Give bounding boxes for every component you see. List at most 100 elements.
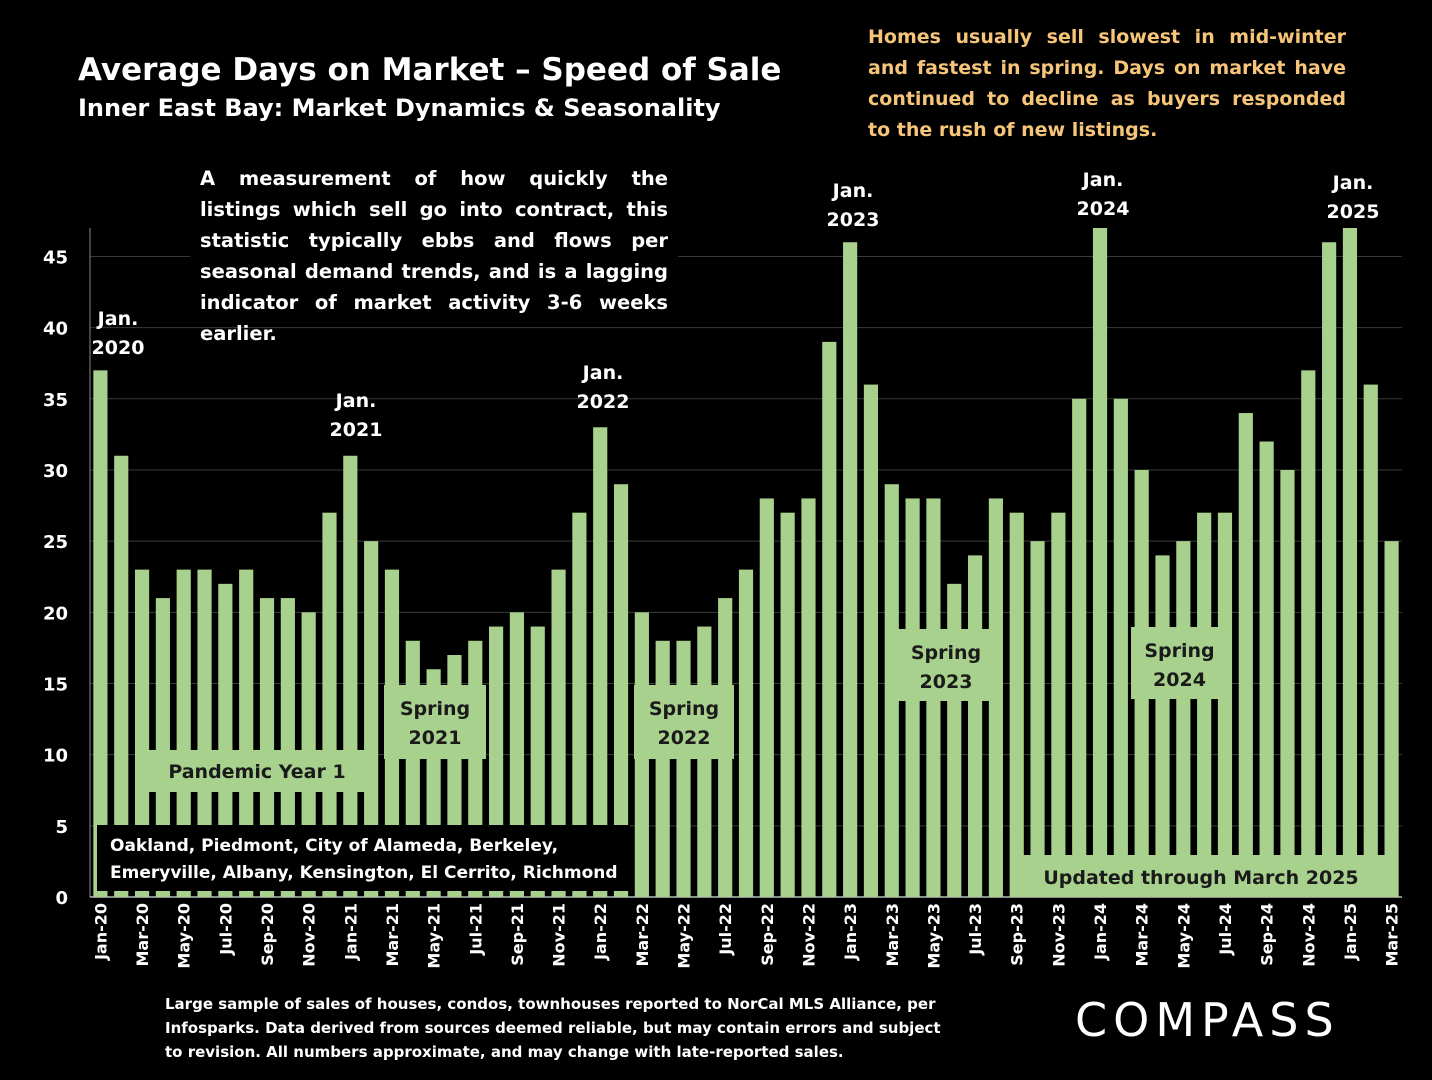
x-tick-label: Sep-21 — [508, 903, 527, 966]
bar — [822, 341, 837, 898]
bar — [988, 498, 1003, 897]
bar — [114, 455, 129, 897]
year-annotation: 2023 — [827, 209, 880, 231]
source-note: Large sample of sales of houses, condos,… — [165, 995, 941, 1061]
region-note-line: Emeryville, Albany, Kensington, El Cerri… — [110, 863, 618, 883]
bar — [551, 569, 566, 897]
y-tick-label: 10 — [43, 746, 68, 767]
period-label-box — [1131, 627, 1228, 699]
bar — [280, 598, 295, 897]
period-label: 2021 — [409, 727, 462, 749]
bar — [738, 569, 754, 897]
bar — [1176, 541, 1191, 897]
bar — [1009, 512, 1024, 897]
year-annotation: 2024 — [1077, 198, 1130, 220]
x-tick-label: Jan-23 — [841, 903, 860, 961]
bar — [176, 569, 191, 897]
x-tick-label: Sep-24 — [1258, 903, 1277, 966]
chart-title: Average Days on Market – Speed of Sale — [78, 52, 782, 88]
year-annotation: 2025 — [1327, 201, 1380, 223]
x-tick-label: Jan-21 — [341, 903, 360, 961]
bar — [322, 512, 337, 897]
x-tick-label: May-22 — [675, 903, 694, 969]
bar — [259, 598, 275, 897]
bar — [1280, 469, 1295, 897]
region-note-line: Oakland, Piedmont, City of Alameda, Berk… — [110, 836, 558, 856]
x-tick-label: Jul-23 — [966, 903, 985, 956]
y-tick-label: 30 — [43, 461, 68, 482]
x-tick-label: May-24 — [1174, 903, 1193, 969]
x-tick-label: Nov-22 — [799, 903, 818, 967]
y-tick-label: 45 — [43, 247, 68, 268]
bar — [676, 640, 691, 897]
bar — [218, 583, 233, 897]
bar — [134, 569, 150, 897]
x-tick-label: Sep-22 — [758, 903, 777, 966]
bar — [863, 384, 879, 897]
bar — [1363, 384, 1378, 897]
bar — [1259, 441, 1274, 897]
y-tick-label: 20 — [43, 603, 68, 624]
bar — [1113, 398, 1128, 897]
bar — [197, 569, 212, 897]
year-annotation: Jan. — [96, 308, 139, 330]
year-annotation: Jan. — [1331, 172, 1374, 194]
updated-label: Updated through March 2025 — [1043, 867, 1358, 889]
year-annotation: Jan. — [1081, 169, 1124, 191]
x-tick-label: Mar-20 — [133, 903, 152, 967]
x-tick-label: Sep-20 — [258, 903, 277, 966]
period-label-box — [384, 685, 486, 759]
bar — [1301, 370, 1316, 897]
x-tick-label: Nov-20 — [300, 903, 319, 967]
y-tick-label: 5 — [55, 817, 68, 838]
bar — [155, 598, 170, 897]
year-annotation: Jan. — [831, 180, 874, 202]
x-tick-label: Jan-24 — [1091, 903, 1110, 961]
year-annotation: Jan. — [581, 362, 624, 384]
x-tick-label: May-23 — [924, 903, 943, 969]
period-label: Spring — [1144, 640, 1214, 662]
bar — [364, 541, 379, 897]
bar — [1030, 541, 1045, 897]
period-label-box — [136, 750, 378, 792]
bar — [801, 498, 816, 897]
x-tick-label: Jul-22 — [716, 903, 735, 956]
chart-subtitle: Inner East Bay: Market Dynamics & Season… — [78, 94, 721, 122]
x-tick-label: Jan-22 — [591, 903, 610, 961]
x-tick-label: May-20 — [175, 903, 194, 969]
bar — [1155, 555, 1170, 897]
measurement-note: A measurement of how quickly the listing… — [200, 167, 668, 345]
bar — [1342, 228, 1358, 897]
year-annotation: 2021 — [330, 419, 383, 441]
x-tick-label: Mar-23 — [883, 903, 902, 967]
bar — [1322, 242, 1337, 898]
x-tick-label: Jan-20 — [91, 903, 110, 961]
bar — [613, 484, 629, 897]
bar — [1217, 512, 1233, 897]
bar — [759, 498, 774, 897]
bar — [884, 484, 899, 897]
period-label: 2023 — [920, 671, 973, 693]
x-tick-label: Mar-21 — [383, 903, 402, 967]
x-tick-label: Mar-22 — [633, 903, 652, 967]
year-annotation: Jan. — [334, 390, 377, 412]
seasonality-note: Homes usually sell slowest in mid-winter… — [868, 26, 1346, 141]
year-annotation: 2022 — [577, 391, 630, 413]
x-tick-label: Nov-24 — [1299, 903, 1318, 967]
bar — [1238, 413, 1253, 897]
y-tick-label: 40 — [43, 319, 68, 340]
bar — [1384, 541, 1399, 897]
x-tick-label: Nov-21 — [550, 903, 569, 967]
bar — [697, 626, 712, 897]
bar — [1197, 512, 1212, 897]
period-label: Spring — [400, 698, 470, 720]
y-tick-label: 35 — [43, 390, 68, 411]
x-tick-label: May-21 — [425, 903, 444, 969]
period-label: 2024 — [1153, 669, 1206, 691]
y-tick-label: 25 — [43, 532, 68, 553]
x-tick-label: Jul-20 — [216, 903, 235, 956]
bar — [239, 569, 254, 897]
period-label: Spring — [911, 642, 981, 664]
bar — [93, 370, 108, 897]
period-label-box — [898, 629, 994, 701]
